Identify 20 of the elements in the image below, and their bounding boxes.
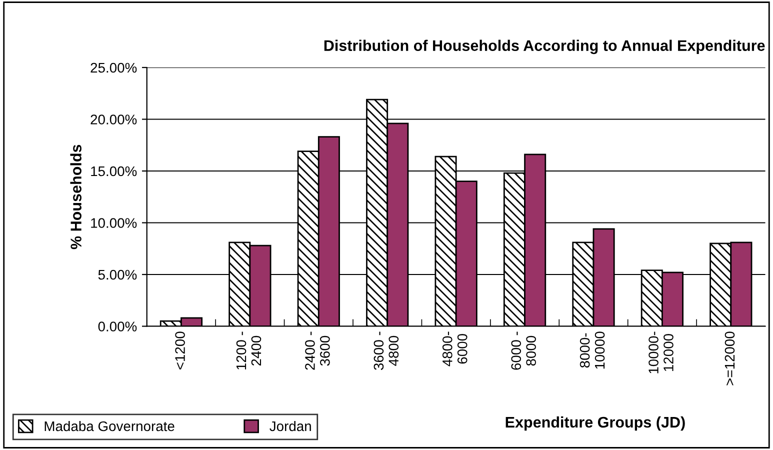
y-tick-label: 25.00% [90, 62, 137, 73]
y-tick-label: 15.00% [91, 166, 137, 176]
y-tick-label: 20.00% [90, 114, 137, 124]
legend-label: Jordan [270, 420, 311, 432]
x-tick-label: 8000- 10000 [580, 332, 605, 369]
x-tick-label: >=12000 [724, 332, 735, 386]
y-axis-title: % Households [70, 144, 82, 250]
legend-label: Madaba Governorate [44, 420, 174, 432]
y-tick-label: 0.00% [98, 322, 137, 332]
x-tick-label: 1200 - 2400 [236, 332, 262, 370]
x-tick-label: 6000 - 8000 [511, 332, 536, 370]
x-tick-label: 2400 - 3600 [305, 332, 330, 370]
x-axis-title: Expenditure Groups (JD) [506, 416, 685, 431]
y-tick-label: 5.00% [98, 270, 137, 280]
x-tick-label: 4800- 6000 [442, 332, 468, 366]
chart-title: Distribution of Households According to Annual Expenditure [324, 40, 765, 54]
x-tick-label: 3600 - 4800 [374, 332, 399, 370]
y-tick-label: 10.00% [91, 218, 137, 228]
x-tick-label: 10000- 12000 [648, 332, 674, 374]
x-tick-label: <1200 [175, 332, 185, 370]
